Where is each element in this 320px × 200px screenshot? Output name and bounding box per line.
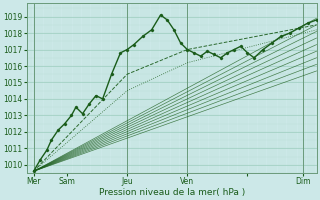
- X-axis label: Pression niveau de la mer( hPa ): Pression niveau de la mer( hPa ): [99, 188, 245, 197]
